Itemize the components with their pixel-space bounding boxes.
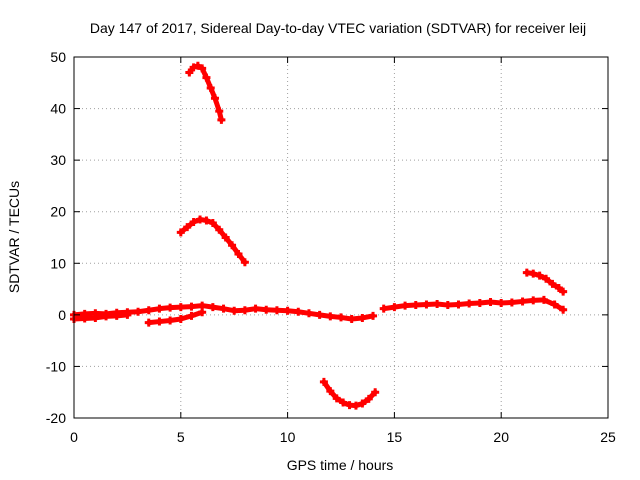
x-axis-tick-labels: 0 5 10 15 20 25 (70, 429, 616, 445)
plot-frame (73, 56, 609, 419)
series-arc-late-zero (379, 295, 568, 314)
y-tick-label: -20 (46, 410, 66, 426)
y-tick-label: 30 (50, 152, 66, 168)
x-tick-label: 15 (387, 429, 403, 445)
data-point (371, 388, 380, 397)
x-tick-label: 10 (280, 429, 296, 445)
series-arc-negative-dip (319, 377, 380, 410)
data-point (123, 310, 132, 319)
x-tick-label: 20 (493, 429, 509, 445)
y-axis-title: SDTVAR / TECUs (6, 181, 22, 293)
data-points (70, 61, 568, 410)
y-tick-label: 40 (50, 101, 66, 117)
y-axis-tick-labels: -20 -10 0 10 20 30 40 50 (46, 49, 66, 426)
y-tick-label: -10 (46, 358, 66, 374)
series-arc-high-peak (185, 61, 226, 124)
y-tick-label: 10 (50, 255, 66, 271)
series-arc-mid-peak (176, 215, 249, 267)
x-tick-label: 5 (177, 429, 185, 445)
data-point (369, 311, 378, 320)
series-arc-late-high (522, 268, 568, 296)
y-tick-label: 50 (50, 49, 66, 65)
data-point (559, 287, 568, 296)
x-axis-title: GPS time / hours (287, 457, 394, 473)
data-point (240, 258, 249, 267)
y-tick-label: 0 (58, 307, 66, 323)
chart-title: Day 147 of 2017, Sidereal Day-to-day VTE… (90, 20, 586, 36)
series-arc-near-zero-3 (144, 308, 207, 327)
grid-lines (74, 57, 608, 418)
x-tick-label: 25 (600, 429, 616, 445)
data-point (559, 305, 568, 314)
data-point (217, 115, 226, 124)
series-arc-near-zero-1 (70, 301, 378, 323)
y-tick-label: 20 (50, 204, 66, 220)
series-arc-near-zero-2 (70, 310, 132, 323)
x-tick-label: 0 (70, 429, 78, 445)
data-point (198, 308, 207, 317)
axis-ticks (73, 56, 609, 419)
